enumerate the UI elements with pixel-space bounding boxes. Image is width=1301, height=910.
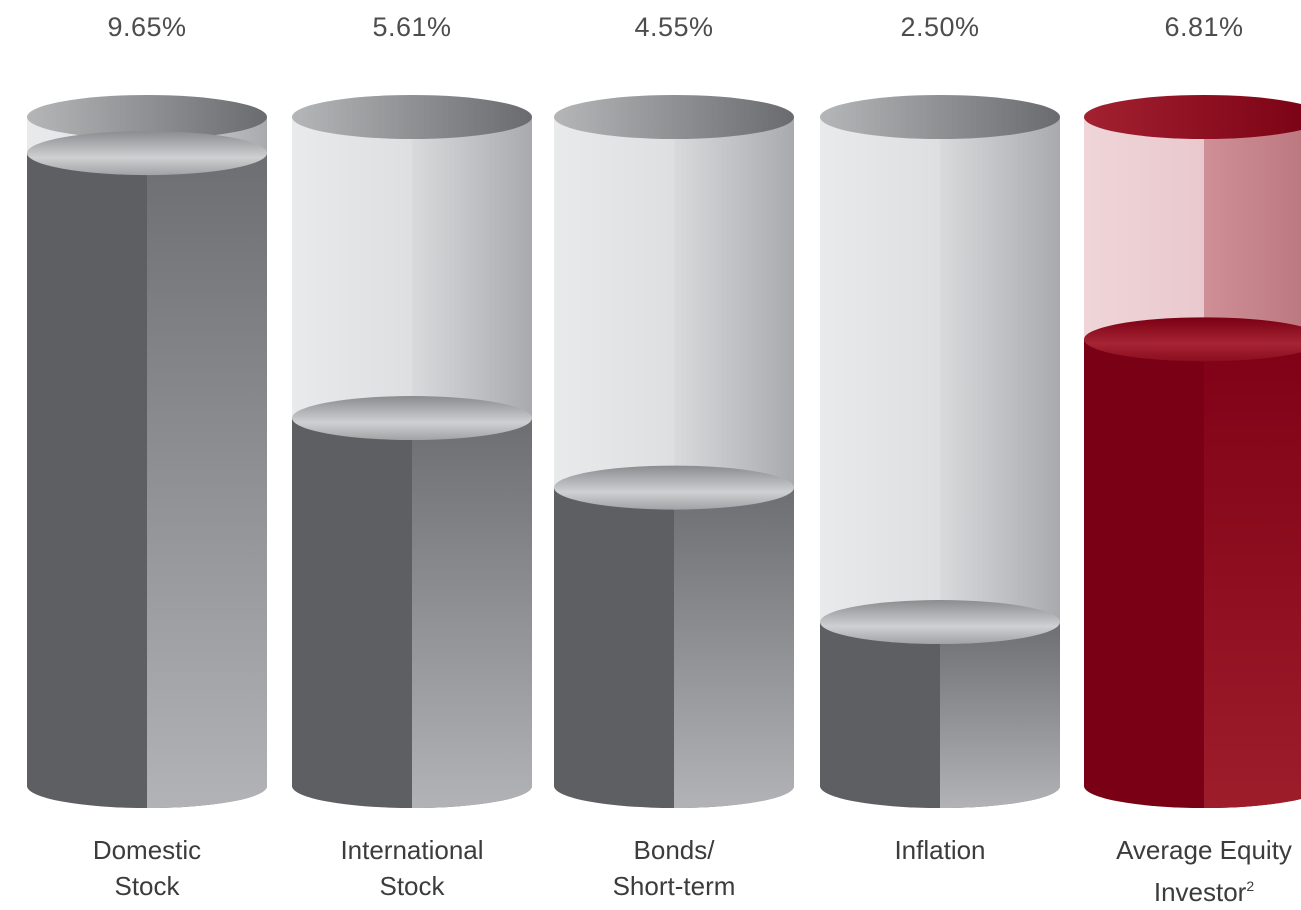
- cylinder-empty-left: [820, 117, 940, 623]
- cylinder-level-surface: [1084, 317, 1301, 362]
- cylinder-top-cap: [554, 95, 794, 139]
- cylinder-level-surface: [292, 396, 532, 441]
- cylinder-level-surface: [820, 600, 1060, 645]
- category-label-3: Inflation: [894, 835, 986, 865]
- cylinder-fill-right: [147, 153, 267, 808]
- cylinder-empty-right: [412, 117, 532, 419]
- category-label-1: International Stock: [340, 835, 484, 901]
- cylinder-top-cap: [292, 95, 532, 139]
- category-label-2: Bonds/Short-term: [612, 835, 736, 901]
- cylinder-empty-right: [674, 117, 794, 488]
- cylinder-level-surface: [27, 131, 267, 176]
- value-label-3: 2.50%: [900, 12, 980, 42]
- cylinder-0: [27, 95, 267, 808]
- value-label-4: 6.81%: [1164, 12, 1244, 42]
- cylinder-empty-right: [1204, 117, 1301, 340]
- cylinder-empty-left: [1084, 117, 1204, 340]
- cylinder-fill-right: [940, 622, 1060, 808]
- category-label-4: Average Equity Investor2: [1116, 835, 1292, 907]
- value-label-0: 9.65%: [107, 12, 187, 42]
- cylinder-fill-right: [674, 487, 794, 808]
- cylinder-fill-right: [1204, 339, 1301, 808]
- cylinder-fill-right: [412, 418, 532, 808]
- cylinder-top-cap: [1084, 95, 1301, 139]
- value-label-2: 4.55%: [634, 12, 714, 42]
- cylinder-empty-left: [554, 117, 674, 488]
- cylinder-2: [554, 95, 794, 808]
- cylinder-top-cap: [820, 95, 1060, 139]
- cylinder-empty-right: [940, 117, 1060, 623]
- cylinder-3: [820, 95, 1060, 808]
- cylinder-1: [292, 95, 532, 808]
- cylinder-4: [1084, 95, 1301, 808]
- cylinder-top-cap: [27, 95, 267, 139]
- value-label-1: 5.61%: [372, 12, 452, 42]
- cylinder-level-surface: [554, 465, 794, 510]
- cylinder-empty-left: [292, 117, 412, 419]
- category-label-0: Domestic Stock: [92, 835, 202, 901]
